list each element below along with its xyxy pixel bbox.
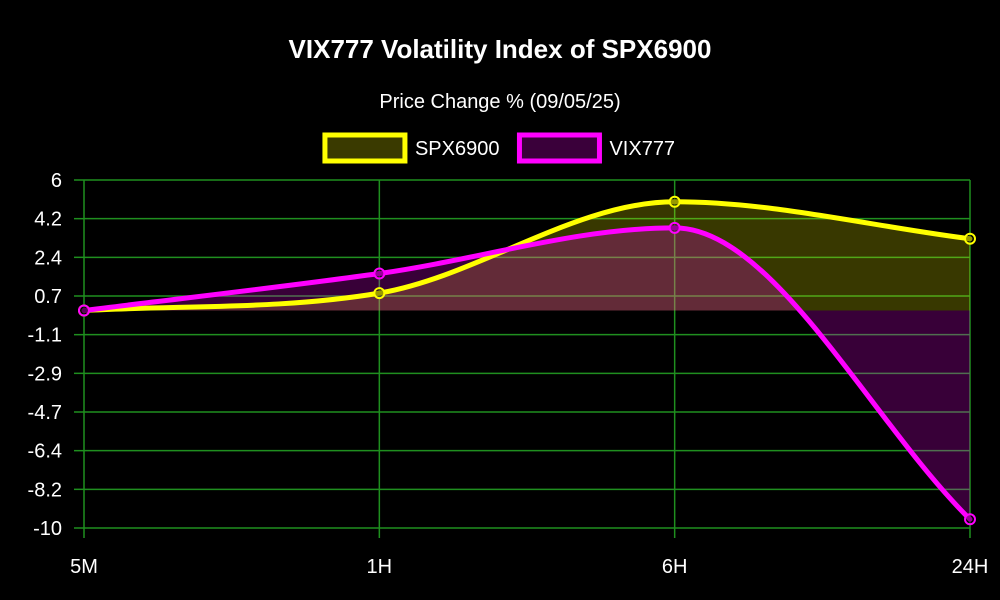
legend: SPX6900 VIX777	[322, 132, 675, 164]
y-tick-label: -10	[33, 518, 62, 540]
data-point-spx6900[interactable]	[964, 232, 976, 245]
x-axis-labels: 5M 1H 6H 24H	[70, 556, 988, 578]
legend-label-spx6900[interactable]: SPX6900	[415, 138, 500, 160]
legend-swatch-vix777[interactable]	[516, 132, 602, 164]
chart-title: VIX777 Volatility Index of SPX6900	[288, 34, 712, 64]
data-point-vix777[interactable]	[964, 513, 976, 526]
series-fills	[84, 201, 970, 520]
data-points	[78, 195, 976, 526]
y-tick-label: -8.2	[28, 479, 62, 501]
legend-label-vix777[interactable]: VIX777	[609, 138, 675, 160]
chart-subtitle: Price Change % (09/05/25)	[379, 91, 621, 113]
y-tick-label: 4.2	[34, 209, 62, 231]
data-point-vix777[interactable]	[78, 304, 90, 317]
series-lines	[81, 199, 973, 522]
data-point-vix777[interactable]	[373, 267, 386, 280]
x-tick-label: 24H	[952, 556, 989, 578]
legend-swatch-spx6900[interactable]	[322, 132, 408, 164]
y-tick-label: -1.1	[28, 325, 62, 347]
data-point-vix777[interactable]	[668, 221, 681, 234]
y-tick-label: -4.7	[28, 402, 62, 424]
series-line-vix777	[81, 225, 973, 522]
y-tick-label: -2.9	[28, 363, 62, 385]
x-tick-label: 6H	[662, 556, 688, 578]
y-tick-label: 6	[51, 170, 62, 192]
series-line-spx6900	[81, 199, 973, 313]
x-tick-label: 1H	[367, 556, 393, 578]
x-tick-label: 5M	[70, 556, 98, 578]
data-point-spx6900[interactable]	[373, 287, 386, 300]
y-tick-label: 2.4	[34, 247, 62, 269]
series-area-spx6900	[84, 201, 970, 311]
data-point-spx6900[interactable]	[668, 195, 681, 208]
y-tick-label: 0.7	[34, 286, 62, 308]
y-tick-label: -6.4	[28, 441, 62, 463]
y-axis-labels: 6 4.2 2.4 0.7 -1.1 -2.9 -4.7 -6.4 -8.2 -10	[28, 170, 62, 540]
